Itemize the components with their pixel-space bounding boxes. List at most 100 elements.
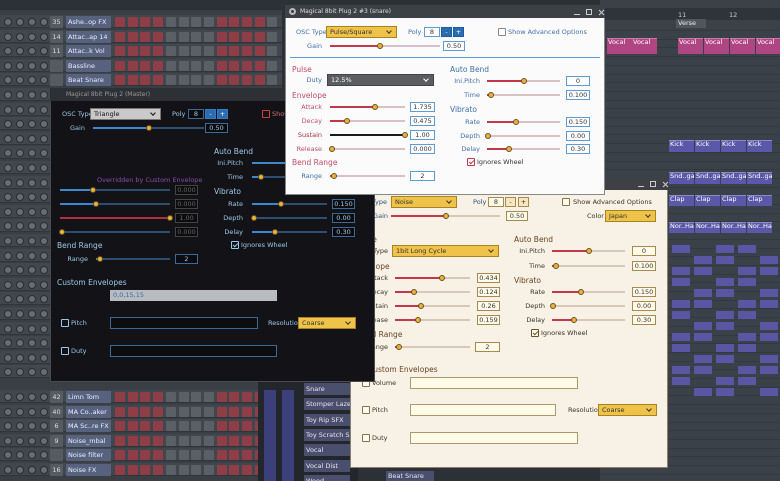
channel-button[interactable] (4, 339, 12, 348)
value-box[interactable]: 0.50 (506, 211, 528, 221)
clip[interactable]: Nor..Hat (721, 222, 746, 233)
slider-knob[interactable] (520, 78, 527, 84)
slider-knob[interactable] (167, 215, 173, 221)
step-pad[interactable] (153, 435, 164, 446)
value-box[interactable]: 0.434 (477, 273, 500, 283)
step-pad[interactable] (203, 435, 214, 446)
clip[interactable]: Kick (695, 140, 720, 152)
slider-knob[interactable] (438, 275, 445, 281)
channel-button[interactable] (40, 193, 48, 202)
clip[interactable]: Vocal (756, 38, 780, 54)
step-pad[interactable] (178, 435, 189, 446)
dropdown[interactable]: Triangle (90, 108, 161, 120)
channel-button[interactable] (16, 149, 24, 158)
step-pad[interactable] (153, 31, 164, 42)
channel-name[interactable]: MA Co..aker (66, 405, 111, 418)
step-pad[interactable] (216, 46, 227, 57)
step-pad[interactable] (115, 421, 125, 431)
channel-button[interactable] (4, 149, 12, 158)
step-pad[interactable] (115, 406, 125, 417)
slider-knob[interactable] (414, 317, 421, 323)
slider-knob[interactable] (487, 92, 494, 98)
step-pad[interactable] (229, 406, 240, 417)
channel-button[interactable] (28, 134, 36, 143)
clip[interactable]: Clap (721, 195, 746, 206)
value-box[interactable]: 0.150 (332, 199, 355, 209)
step-pad[interactable] (178, 31, 189, 42)
clip[interactable]: Vocal (607, 38, 632, 54)
checkbox[interactable] (61, 319, 69, 327)
channel-button[interactable] (16, 134, 24, 143)
channel-name[interactable]: Bassline (66, 59, 111, 72)
button[interactable]: - (441, 27, 452, 37)
channel-button[interactable] (4, 47, 12, 56)
step-pad[interactable] (254, 31, 265, 42)
slider-knob[interactable] (250, 215, 257, 221)
channel-button[interactable] (28, 251, 36, 260)
step-pad[interactable] (140, 464, 151, 475)
channel-button[interactable] (4, 436, 12, 445)
channel-button[interactable] (28, 295, 36, 304)
channel-button[interactable] (4, 251, 12, 260)
step-pad[interactable] (178, 450, 189, 460)
step-pad[interactable] (203, 46, 214, 57)
clip[interactable]: Nor..Hat (747, 222, 772, 233)
step-pad[interactable] (127, 464, 138, 475)
step-pad[interactable] (127, 406, 138, 417)
channel-button[interactable] (40, 149, 48, 158)
step-pad[interactable] (203, 31, 214, 42)
step-pad[interactable] (191, 450, 202, 460)
channel-button[interactable] (4, 105, 12, 114)
step-pad[interactable] (127, 17, 138, 27)
channel-button[interactable] (40, 422, 48, 430)
channel-button[interactable] (16, 251, 24, 260)
step-pad[interactable] (140, 46, 151, 57)
slider-knob[interactable] (258, 174, 264, 180)
channel-button[interactable] (28, 393, 36, 401)
value-box[interactable]: 0.159 (477, 315, 500, 325)
value-box[interactable]: 0.30 (332, 227, 355, 237)
close-button[interactable] (598, 9, 605, 15)
dropdown[interactable]: 12.5% (327, 74, 434, 86)
step-pad[interactable] (203, 421, 214, 431)
step-pad[interactable] (216, 421, 227, 431)
channel-button[interactable] (16, 339, 24, 348)
value-box[interactable]: 8 (424, 27, 440, 37)
step-pad[interactable] (153, 421, 164, 431)
channel-button[interactable] (16, 266, 24, 275)
step-pad[interactable] (216, 31, 227, 42)
channel-button[interactable] (4, 193, 12, 202)
channel-button[interactable] (4, 32, 12, 41)
checkbox[interactable] (231, 241, 239, 249)
channel-button[interactable] (40, 436, 48, 445)
dropdown[interactable]: Pulse/Square (326, 26, 397, 38)
step-pad[interactable] (165, 31, 176, 42)
channel-button[interactable] (16, 47, 24, 56)
channel-button[interactable] (16, 120, 24, 129)
clip[interactable]: Snd..gar (747, 172, 772, 184)
channel-button[interactable] (28, 149, 36, 158)
text-field[interactable] (410, 377, 578, 389)
clip[interactable]: Vocal (678, 38, 703, 54)
channel-button[interactable] (16, 407, 24, 416)
step-pad[interactable] (178, 60, 189, 71)
step-pad[interactable] (153, 17, 164, 27)
step-pad[interactable] (153, 46, 164, 57)
channel-button[interactable] (4, 422, 12, 430)
step-pad[interactable] (178, 392, 189, 402)
value-box[interactable]: 0.000 (175, 199, 198, 209)
clip[interactable]: Kick (721, 140, 746, 152)
slider-knob[interactable] (328, 146, 335, 152)
text-field[interactable] (110, 317, 258, 329)
channel-name[interactable]: MA Sc..re FX (66, 420, 111, 432)
channel-button[interactable] (40, 222, 48, 231)
channel-button[interactable] (16, 353, 24, 362)
step-pad[interactable] (178, 46, 189, 57)
step-pad[interactable] (165, 75, 176, 86)
channel-button[interactable] (4, 368, 12, 377)
step-pad[interactable] (153, 60, 164, 71)
mixer-channel[interactable]: Stomper Lazer SF (304, 398, 350, 411)
channel-button[interactable] (40, 266, 48, 275)
channel-name[interactable]: Attac..k Vol (66, 45, 111, 58)
channel-button[interactable] (28, 105, 36, 114)
